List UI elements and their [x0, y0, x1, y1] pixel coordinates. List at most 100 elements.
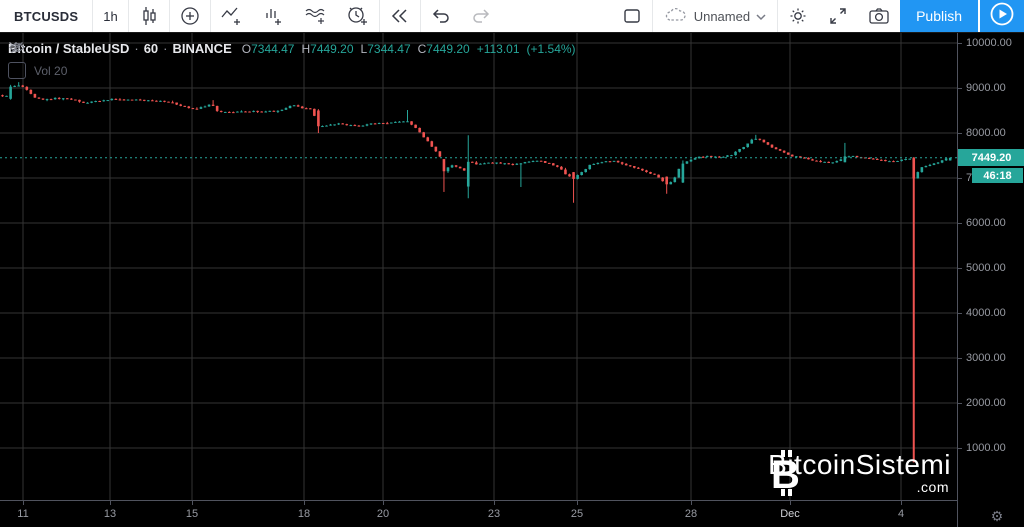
undo-arrow-icon	[430, 5, 452, 27]
time-axis-tick	[691, 501, 692, 505]
legend-symbol-title[interactable]: Bitcoin / StableUSD	[8, 41, 130, 56]
redo-arrow-icon	[470, 5, 492, 27]
legend-exchange: BINANCE	[172, 41, 232, 56]
legend-collapse-button[interactable]	[8, 42, 26, 79]
waves-add-icon	[304, 5, 328, 27]
alert-button[interactable]	[337, 0, 379, 32]
time-axis-tick	[192, 501, 193, 505]
fullscreen-icon	[827, 5, 849, 27]
time-axis-tick	[304, 501, 305, 505]
compare-button[interactable]	[170, 0, 210, 32]
layout-name-label: Unnamed	[693, 8, 751, 24]
candlestick-chart	[0, 33, 957, 500]
price-axis-tick	[958, 313, 962, 314]
chart-pane[interactable]: Bitcoin / StableUSD · 60 · BINANCE O7344…	[0, 33, 957, 500]
layout-select-button[interactable]	[612, 0, 652, 32]
legend-change: +113.01	[476, 42, 520, 56]
alarm-clock-add-icon	[346, 5, 370, 27]
axis-settings-gear-icon[interactable]: ⚙	[990, 507, 1004, 524]
play-circle-icon	[989, 1, 1015, 32]
time-axis-label: 15	[185, 508, 199, 520]
legend-ohlc-values: O7344.47 H7449.20 L7344.47 C7449.20 +113…	[241, 42, 576, 56]
time-axis-tick	[901, 501, 902, 505]
watermark: B BitcoinSistemi .com	[768, 449, 951, 496]
price-axis-tick	[958, 88, 962, 89]
price-axis-label: 1000.00	[966, 442, 1006, 454]
time-axis-tick	[577, 501, 578, 505]
fullscreen-button[interactable]	[818, 0, 858, 32]
price-axis-tick	[958, 268, 962, 269]
time-axis-tick	[494, 501, 495, 505]
publish-button[interactable]: Publish	[900, 0, 978, 32]
time-axis-tick	[23, 501, 24, 505]
legend-interval: 60	[143, 41, 159, 56]
price-axis-tick	[958, 448, 962, 449]
indicator-templates-button[interactable]	[295, 0, 337, 32]
time-axis-label: 11	[17, 508, 29, 520]
time-axis-tick	[790, 501, 791, 505]
go-to-realtime-button[interactable]	[380, 0, 420, 32]
svg-text:B: B	[771, 453, 800, 496]
time-axis-label: Dec	[780, 508, 800, 520]
time-axis-label: 13	[103, 508, 117, 520]
camera-icon	[867, 5, 891, 27]
toolbar-separator	[378, 0, 380, 32]
toolbar-separator	[651, 0, 653, 32]
watermark-tld: .com	[916, 479, 949, 495]
time-axis-label: 23	[487, 508, 501, 520]
time-axis-tick	[383, 501, 384, 505]
price-axis[interactable]: 7449.20 46:18 10000.009000.008000.007000…	[957, 33, 1024, 527]
candle-countdown-label: 46:18	[972, 168, 1023, 184]
cloud-icon	[663, 6, 689, 27]
price-axis-label: 4000.00	[966, 307, 1006, 319]
price-axis-tick	[958, 358, 962, 359]
current-price-label: 7449.20	[958, 149, 1024, 167]
rewind-icon	[389, 5, 411, 27]
price-axis-label: 2000.00	[966, 397, 1006, 409]
toolbar-separator	[92, 0, 94, 32]
symbol-button[interactable]: BTCUSDS	[14, 8, 79, 24]
toolbar-separator	[127, 0, 129, 32]
legend-change-pct: (+1.54%)	[526, 42, 576, 56]
time-axis-label: 18	[297, 508, 311, 520]
price-axis-label: 8000.00	[966, 127, 1006, 139]
price-axis-tick	[958, 133, 962, 134]
time-axis-tick	[110, 501, 111, 505]
time-axis-label: 4	[897, 508, 905, 520]
price-axis-tick	[958, 43, 962, 44]
publish-play-button[interactable]	[978, 0, 1024, 32]
layout-square-icon	[621, 5, 643, 27]
volume-bars-add-icon	[262, 5, 286, 27]
price-axis-label: 5000.00	[966, 262, 1006, 274]
price-axis-tick	[958, 403, 962, 404]
eye-slash-icon	[9, 42, 25, 53]
price-axis-label: 10000.00	[966, 37, 1012, 49]
candlestick-icon	[138, 5, 160, 27]
top-toolbar: BTCUSDS 1h	[0, 0, 1024, 33]
toolbar-separator	[168, 0, 170, 32]
price-axis-label: 9000.00	[966, 82, 1006, 94]
chart-area: Bitcoin / StableUSD · 60 · BINANCE O7344…	[0, 33, 1024, 527]
chart-settings-button[interactable]	[778, 0, 818, 32]
chart-style-button[interactable]	[129, 0, 169, 32]
indicators-icon	[220, 5, 244, 27]
time-axis[interactable]: 11 13 15 18 20 23 25 28 Dec 4	[0, 500, 957, 527]
chevron-down-icon	[755, 9, 767, 24]
price-axis-label: 3000.00	[966, 352, 1006, 364]
price-axis-tick	[958, 178, 962, 179]
chart-legend: Bitcoin / StableUSD · 60 · BINANCE O7344…	[8, 41, 576, 79]
fundamentals-button[interactable]	[253, 0, 295, 32]
snapshot-button[interactable]	[858, 0, 900, 32]
compare-add-icon	[179, 5, 201, 27]
undo-button[interactable]	[421, 0, 461, 32]
watermark-brand: BitcoinSistemi .com	[768, 449, 951, 495]
layout-name-menu[interactable]: Unnamed	[653, 0, 777, 32]
toolbar-separator	[777, 0, 779, 32]
volume-indicator-label[interactable]: Vol 20	[34, 63, 68, 78]
interval-button[interactable]: 1h	[103, 8, 118, 24]
redo-button[interactable]	[461, 0, 501, 32]
price-axis-tick	[958, 223, 962, 224]
indicators-button[interactable]	[211, 0, 253, 32]
price-axis-label: 6000.00	[966, 217, 1006, 229]
